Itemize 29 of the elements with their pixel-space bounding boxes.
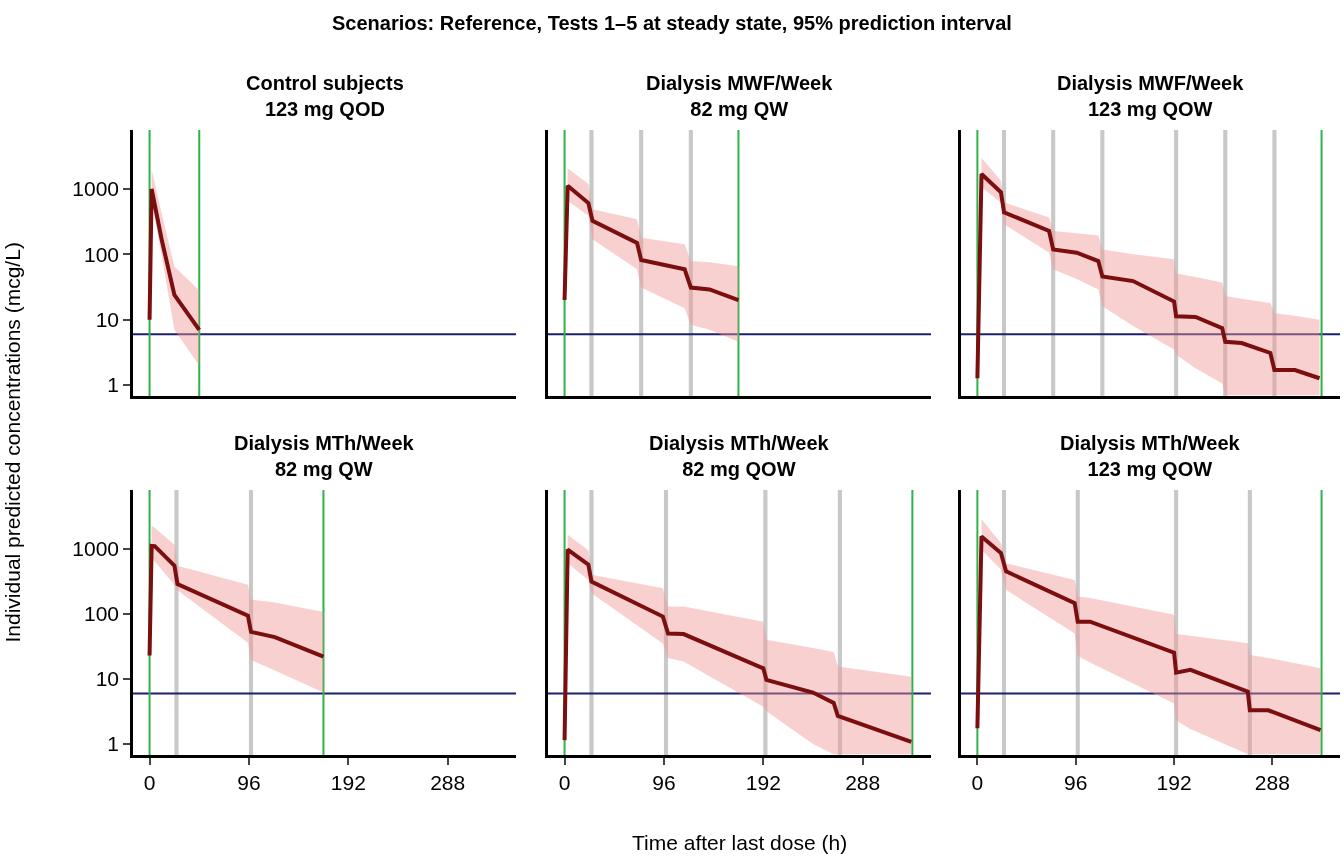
text: Scenarios: Reference, Tests 1–5 at steady state, 95% prediction interval: [332, 12, 1012, 34]
x-tick-label: 96: [1064, 770, 1088, 794]
x-tick-label: 288: [1254, 770, 1290, 794]
y-tick-label: 1000: [72, 537, 120, 561]
y-tick-label: 1: [107, 373, 120, 397]
y-axis-title: Individual predicted concentrations (mcg/L): [0, 242, 24, 643]
chart-title: Control subjects 123 mg QOD: [246, 72, 404, 120]
y-tick-label: 10: [95, 667, 120, 691]
y-tick-label: 10: [95, 308, 120, 332]
x-tick-label: 288: [430, 770, 466, 794]
x-tick-label: 96: [237, 770, 261, 794]
x-tick-label: 0: [143, 770, 156, 794]
y-tick-label: 100: [84, 242, 120, 266]
chart-title: Dialysis MWF/Week 82 mg QW: [646, 72, 834, 120]
x-tick-label: 96: [652, 770, 676, 794]
x-tick-label: 0: [971, 770, 984, 794]
y-tick-label: 100: [84, 602, 120, 626]
x-tick-label: 192: [745, 770, 781, 794]
chart-title: Dialysis MTh/Week 82 mg QW: [234, 432, 415, 480]
y-tick-label: 1000: [72, 177, 120, 201]
chart-title: Dialysis MTh/Week 123 mg QOW: [1060, 432, 1241, 480]
chart-title: Dialysis MTh/Week 82 mg QOW: [649, 432, 830, 480]
chart-title: Dialysis MWF/Week 123 mg QOW: [1057, 72, 1245, 120]
y-tick-label: 1: [107, 732, 120, 756]
x-tick-label: 192: [1156, 770, 1192, 794]
x-tick-label: 192: [330, 770, 366, 794]
x-tick-label: 288: [845, 770, 881, 794]
x-tick-label: 0: [558, 770, 571, 794]
x-axis-title: Time after last dose (h): [632, 831, 848, 854]
